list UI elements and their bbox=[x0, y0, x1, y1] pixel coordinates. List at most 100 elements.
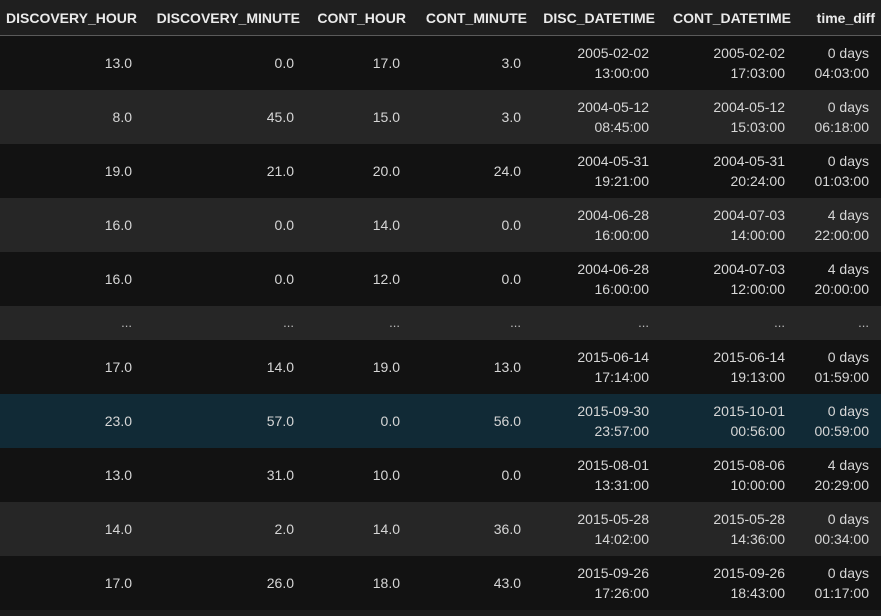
cell-discovery-hour: 14.0 bbox=[104, 520, 132, 537]
cont-date: 2015-06-14 bbox=[713, 348, 785, 365]
column-header-cont-hour: CONT_HOUR bbox=[306, 0, 412, 36]
ellipsis-cell: ... bbox=[389, 314, 400, 330]
cell-discovery-minute: 31.0 bbox=[266, 466, 294, 483]
ellipsis-cell: ... bbox=[638, 314, 649, 330]
table-row: 17.0 14.0 19.0 13.0 2015-06-14 17:14:00 2… bbox=[0, 339, 881, 394]
disc-date: 2015-05-28 bbox=[577, 510, 649, 527]
cell-disc-datetime: 2015-09-26 17:26:00 bbox=[533, 556, 661, 610]
ellipsis-cell: ... bbox=[121, 314, 132, 330]
cell-disc-datetime: 2015-06-14 17:14:00 bbox=[533, 340, 661, 394]
cell-discovery-hour: 17.0 bbox=[104, 358, 132, 375]
cell-cont-datetime: 2015-05-28 14:36:00 bbox=[661, 502, 797, 556]
cell-cont-hour: 10.0 bbox=[372, 466, 400, 483]
column-header-cont-datetime: CONT_DATETIME bbox=[661, 0, 797, 36]
diff-days: 4 days bbox=[827, 456, 869, 473]
cell-time-diff: 0 days 00:59:00 bbox=[797, 394, 881, 448]
table-row: 17.0 26.0 18.0 43.0 2015-09-26 17:26:00 2… bbox=[0, 555, 881, 610]
disc-time: 13:31:00 bbox=[594, 476, 650, 493]
column-header-discovery-minute: DISCOVERY_MINUTE bbox=[144, 0, 306, 36]
cell-disc-datetime: 2005-02-02 13:00:00 bbox=[533, 36, 661, 90]
cell-discovery-minute: 26.0 bbox=[266, 574, 294, 591]
cell-cont-minute: 0.0 bbox=[501, 466, 521, 483]
cell-cont-datetime: 2015-08-06 10:00:00 bbox=[661, 448, 797, 502]
cell-cont-hour: 20.0 bbox=[372, 162, 400, 179]
cell-time-diff: 4 days 20:00:00 bbox=[797, 252, 881, 306]
diff-days: 0 days bbox=[827, 98, 869, 115]
diff-days: 4 days bbox=[827, 260, 869, 277]
cont-date: 2004-07-03 bbox=[713, 206, 785, 223]
cell-discovery-hour: 16.0 bbox=[104, 216, 132, 233]
ellipsis-row: ... ... ... ... ... ... ... bbox=[0, 305, 881, 340]
table-row: 14.0 2.0 14.0 36.0 2015-05-28 14:02:00 20… bbox=[0, 501, 881, 556]
diff-time: 01:59:00 bbox=[814, 368, 870, 385]
diff-days: 0 days bbox=[827, 44, 869, 61]
cell-cont-datetime: 2004-07-03 14:00:00 bbox=[661, 198, 797, 252]
cell-discovery-hour: 23.0 bbox=[104, 412, 132, 429]
cell-disc-datetime: 2004-06-28 16:00:00 bbox=[533, 198, 661, 252]
cell-cont-minute: 24.0 bbox=[493, 162, 521, 179]
cell-cont-hour: 14.0 bbox=[372, 520, 400, 537]
cell-cont-minute: 43.0 bbox=[493, 574, 521, 591]
cell-discovery-minute: 0.0 bbox=[274, 216, 294, 233]
cont-date: 2004-07-03 bbox=[713, 260, 785, 277]
disc-date: 2015-09-26 bbox=[577, 564, 649, 581]
disc-time: 16:00:00 bbox=[594, 226, 650, 243]
table-row: 16.0 0.0 14.0 0.0 2004-06-28 16:00:00 200… bbox=[0, 197, 881, 252]
diff-days: 0 days bbox=[827, 510, 869, 527]
cell-cont-minute: 0.0 bbox=[501, 270, 521, 287]
column-header-discovery-hour: DISCOVERY_HOUR bbox=[0, 0, 144, 36]
disc-date: 2015-06-14 bbox=[577, 348, 649, 365]
disc-date: 2005-02-02 bbox=[577, 44, 649, 61]
table-body: 13.0 0.0 17.0 3.0 2005-02-02 13:00:00 200… bbox=[0, 35, 881, 610]
table-header: DISCOVERY_HOUR DISCOVERY_MINUTE CONT_HOU… bbox=[0, 0, 881, 36]
disc-time: 13:00:00 bbox=[594, 64, 650, 81]
table-row: 8.0 45.0 15.0 3.0 2004-05-12 08:45:00 200… bbox=[0, 89, 881, 144]
cont-time: 15:03:00 bbox=[730, 118, 786, 135]
cell-time-diff: 0 days 01:03:00 bbox=[797, 144, 881, 198]
cont-time: 18:43:00 bbox=[730, 584, 786, 601]
disc-date: 2015-09-30 bbox=[577, 402, 649, 419]
disc-time: 16:00:00 bbox=[594, 280, 650, 297]
column-header-cont-minute: CONT_MINUTE bbox=[412, 0, 533, 36]
cell-discovery-hour: 19.0 bbox=[104, 162, 132, 179]
cell-cont-minute: 0.0 bbox=[501, 216, 521, 233]
cell-discovery-minute: 45.0 bbox=[266, 108, 294, 125]
header-row: DISCOVERY_HOUR DISCOVERY_MINUTE CONT_HOU… bbox=[0, 0, 881, 36]
cell-disc-datetime: 2004-05-12 08:45:00 bbox=[533, 90, 661, 144]
ellipsis-cell: ... bbox=[510, 314, 521, 330]
disc-time: 17:26:00 bbox=[594, 584, 650, 601]
cell-discovery-minute: 0.0 bbox=[274, 270, 294, 287]
cell-discovery-minute: 21.0 bbox=[266, 162, 294, 179]
diff-time: 00:59:00 bbox=[814, 422, 870, 439]
diff-days: 4 days bbox=[827, 206, 869, 223]
cell-cont-datetime: 2004-07-03 12:00:00 bbox=[661, 252, 797, 306]
table-row: 19.0 21.0 20.0 24.0 2004-05-31 19:21:00 2… bbox=[0, 143, 881, 198]
disc-time: 14:02:00 bbox=[594, 530, 650, 547]
cell-cont-minute: 56.0 bbox=[493, 412, 521, 429]
cell-discovery-minute: 0.0 bbox=[274, 54, 294, 71]
cont-date: 2015-08-06 bbox=[713, 456, 785, 473]
ellipsis-cell: ... bbox=[774, 314, 785, 330]
diff-days: 0 days bbox=[827, 564, 869, 581]
column-header-time-diff: time_diff bbox=[797, 0, 881, 36]
disc-date: 2004-06-28 bbox=[577, 260, 649, 277]
cell-discovery-minute: 57.0 bbox=[266, 412, 294, 429]
diff-time: 06:18:00 bbox=[814, 118, 870, 135]
cont-date: 2015-10-01 bbox=[713, 402, 785, 419]
cell-cont-datetime: 2015-06-14 19:13:00 bbox=[661, 340, 797, 394]
diff-time: 01:17:00 bbox=[814, 584, 870, 601]
diff-time: 20:00:00 bbox=[814, 280, 870, 297]
cell-cont-hour: 12.0 bbox=[372, 270, 400, 287]
cell-time-diff: 4 days 22:00:00 bbox=[797, 198, 881, 252]
disc-time: 23:57:00 bbox=[594, 422, 650, 439]
cell-disc-datetime: 2015-09-30 23:57:00 bbox=[533, 394, 661, 448]
cont-date: 2005-02-02 bbox=[713, 44, 785, 61]
cont-time: 17:03:00 bbox=[730, 64, 786, 81]
cell-time-diff: 4 days 20:29:00 bbox=[797, 448, 881, 502]
cell-discovery-minute: 2.0 bbox=[274, 520, 294, 537]
table-row: 13.0 0.0 17.0 3.0 2005-02-02 13:00:00 200… bbox=[0, 35, 881, 90]
cell-cont-hour: 0.0 bbox=[380, 412, 400, 429]
cell-cont-datetime: 2015-10-01 00:56:00 bbox=[661, 394, 797, 448]
